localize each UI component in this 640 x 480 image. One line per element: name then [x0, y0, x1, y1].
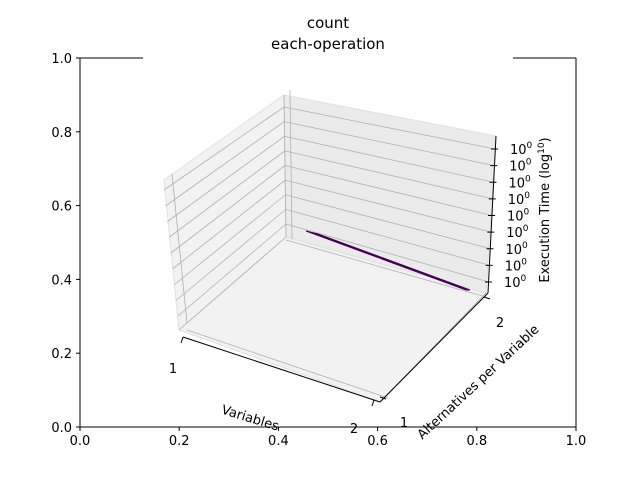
- x-tick-mark-1: [180, 336, 184, 344]
- y-tick-mark-1: [379, 396, 387, 400]
- outer-x-tick-label: 0.2: [169, 434, 190, 449]
- z-tick-label: 100: [507, 208, 530, 225]
- grid-floor-line-1: [178, 236, 287, 331]
- z-grid-line-left: [170, 165, 286, 254]
- axes-3d-lines: [182, 135, 497, 403]
- outer-x-tick-label: 0.6: [367, 434, 388, 449]
- y-tick-label-2: 2: [496, 316, 504, 331]
- z-axis-label: Execution Time (log10): [537, 137, 553, 282]
- z-grid-line-right: [284, 135, 494, 183]
- z-grid-line-right: [285, 223, 490, 283]
- z-grid-line-left: [175, 209, 287, 301]
- z-tick-label: 100: [509, 174, 532, 191]
- z-tick-label: 100: [504, 274, 527, 291]
- z-grid-line-left: [167, 135, 285, 222]
- outer-y-tick-label: 0.0: [51, 421, 72, 436]
- outer-x-ticks: 0.0 0.2 0.4 0.6 0.8 1.0: [70, 427, 587, 449]
- chart-title-line-2: each-operation: [271, 35, 385, 53]
- x-tick-label-2: 2: [350, 422, 358, 437]
- x-tick-mark-2: [371, 399, 375, 407]
- z-tick-label: 100: [508, 191, 531, 208]
- z-grid-line-right: [284, 165, 493, 216]
- z-grid-line-right: [285, 208, 490, 266]
- outer-y-tick-label: 0.8: [51, 126, 72, 141]
- z-grid-line-right: [283, 106, 496, 150]
- pane-grid: [163, 89, 496, 403]
- outer-y-ticks: 0.0 0.2 0.4 0.6 0.8 1.0: [51, 52, 80, 436]
- z-axis-label-main: Execution Time (log: [538, 154, 553, 283]
- outer-x-tick-label: 0.0: [70, 434, 91, 449]
- z-grid-line-right: [284, 121, 495, 167]
- z-grid-line-right: [285, 179, 492, 233]
- outer-y-tick-label: 0.2: [51, 347, 72, 362]
- z-tick-label: 100: [506, 224, 529, 241]
- z-grid-line-left: [172, 179, 286, 270]
- z-tick-label: 100: [506, 241, 529, 258]
- chart-title-line-1: count: [307, 14, 349, 32]
- outer-x-tick-label: 0.4: [268, 434, 289, 449]
- z-tick-label: 100: [510, 141, 533, 158]
- z-axis-line: [487, 135, 497, 294]
- z-grid-line-left: [165, 121, 285, 207]
- x-tick-label-1: 1: [169, 362, 177, 377]
- pane-group: [163, 94, 497, 403]
- x-axis-line: [182, 336, 381, 403]
- outer-y-tick-label: 0.4: [51, 273, 72, 288]
- y-axis-line: [379, 292, 489, 403]
- z-tick-label: 100: [505, 257, 528, 274]
- z-grid-line-left: [174, 194, 286, 285]
- z-grid-line-right: [284, 150, 493, 200]
- outer-axes: 0.0 0.2 0.4 0.6 0.8 1.0 0.0 0.2 0.4 0.6 0.8 1.0: [51, 52, 586, 449]
- z-axis-label-superscript: 10: [537, 142, 547, 154]
- grid-back-left-vertical-1: [171, 173, 188, 324]
- y-tick-mark-2: [483, 296, 491, 300]
- outer-y-tick-label: 0.6: [51, 200, 72, 215]
- grid-floor-line-4: [285, 239, 487, 298]
- z-grid-line-left: [163, 106, 285, 191]
- z-grid-lines: [163, 106, 496, 317]
- grid-floor-line-3: [186, 329, 389, 399]
- outer-x-tick-label: 0.8: [466, 434, 487, 449]
- grid-back-right-vertical-1: [289, 89, 293, 240]
- outer-x-tick-label: 1.0: [566, 434, 587, 449]
- y-tick-label-1: 1: [400, 416, 408, 431]
- z-grid-line-left: [169, 150, 285, 238]
- z-axis-label-suffix: ): [538, 137, 553, 142]
- outer-y-tick-label: 1.0: [51, 52, 72, 67]
- z-grid-line-right: [285, 194, 491, 250]
- z-grid-line-left: [177, 223, 287, 317]
- z-tick-label: 100: [509, 158, 532, 175]
- surface-plot: [305, 230, 471, 291]
